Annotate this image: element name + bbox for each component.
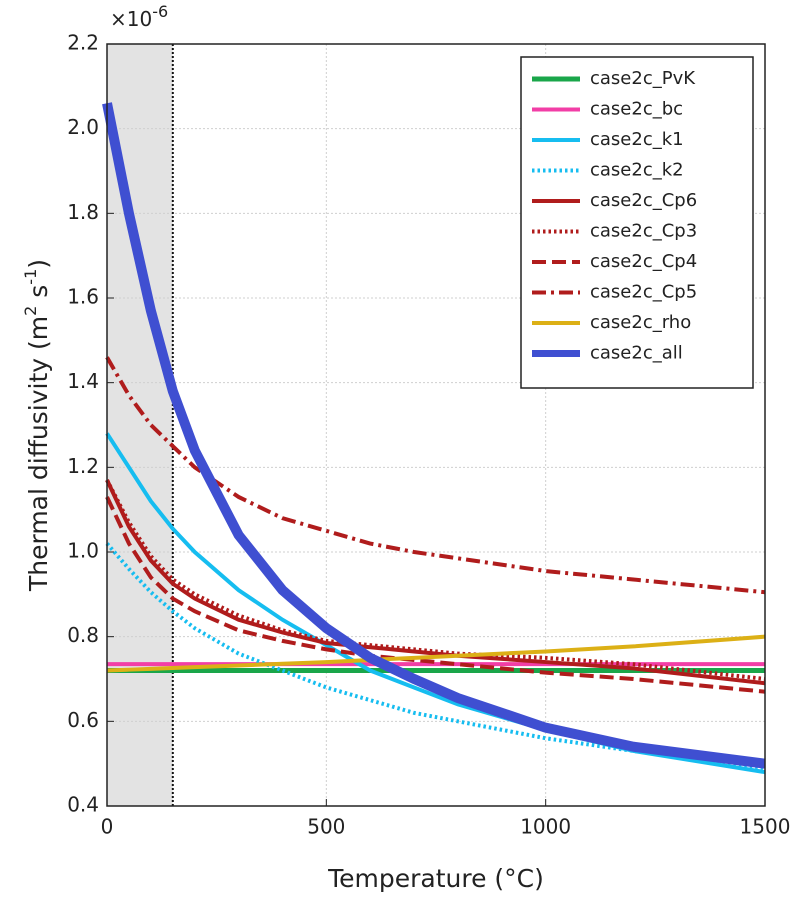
y-label-part: s [24, 285, 53, 306]
y-exponent: ×10-6 [110, 2, 168, 31]
exponent-base: ×10 [110, 7, 152, 31]
legend-label: case2c_Cp3 [590, 221, 697, 242]
y-label-sup: 2 [21, 306, 40, 316]
y-tick-label: 0.4 [67, 793, 99, 817]
y-label-part: Thermal diffusivity (m [24, 316, 53, 592]
x-axis-label: Temperature (°C) [327, 864, 544, 893]
legend-label: case2c_all [590, 343, 683, 364]
legend-label: case2c_k2 [590, 160, 684, 181]
y-label-part: ) [24, 259, 53, 269]
legend-box [520, 56, 754, 389]
y-tick-label: 2.2 [67, 31, 99, 55]
plot-frame [106, 43, 766, 807]
legend-label: case2c_bc [590, 99, 683, 120]
y-tick-label: 1.2 [67, 454, 99, 478]
legend-label: case2c_PvK [590, 68, 696, 89]
y-label-sup: -1 [21, 269, 40, 285]
y-tick-label: 0.6 [67, 708, 99, 732]
y-tick-label: 1.6 [67, 285, 99, 309]
series-line [102, 102, 766, 769]
x-tick-label: 500 [307, 815, 345, 839]
y-tick-label: 1.4 [67, 369, 99, 393]
legend-label: case2c_Cp4 [590, 251, 697, 272]
y-tick-label: 2.0 [67, 115, 99, 139]
exponent-power: -6 [152, 2, 168, 21]
series-line [105, 496, 766, 694]
legend-label: case2c_Cp5 [590, 282, 697, 303]
y-tick-label: 1.0 [67, 539, 99, 563]
y-axis-label: Thermal diffusivity (m2 s-1) [21, 259, 54, 592]
series-line [105, 356, 766, 595]
series-line [105, 542, 766, 770]
y-tick-label: 0.8 [67, 623, 99, 647]
x-tick-label: 1500 [740, 815, 791, 839]
legend-label: case2c_rho [590, 312, 691, 333]
x-tick-label: 1000 [520, 815, 571, 839]
legend-label: case2c_Cp6 [590, 190, 697, 211]
x-tick-label: 0 [101, 815, 114, 839]
legend-label: case2c_k1 [590, 129, 684, 150]
series-line [105, 479, 766, 681]
series-line [106, 634, 766, 673]
series-line [105, 479, 766, 686]
y-tick-label: 1.8 [67, 200, 99, 224]
